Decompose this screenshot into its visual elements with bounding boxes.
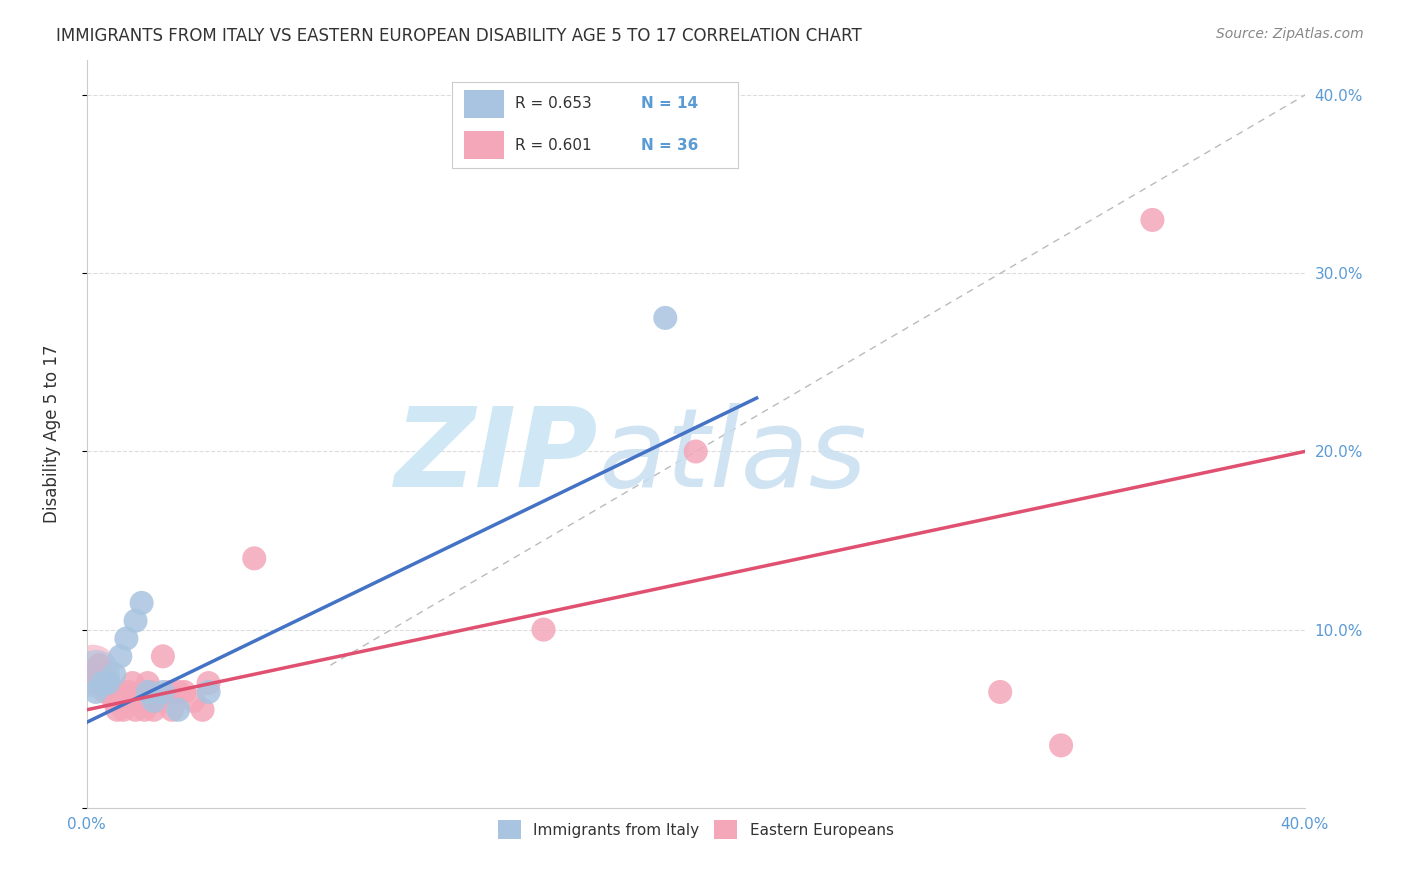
Point (146, 694, 169, 708)
Point (654, 310, 676, 325)
Point (84, 667, 107, 681)
Point (136, 685, 159, 699)
Point (105, 703, 128, 717)
Point (84, 667, 107, 681)
Point (243, 551, 266, 566)
Point (121, 676, 143, 690)
Point (136, 676, 159, 690)
Legend: Immigrants from Italy, Eastern Europeans: Immigrants from Italy, Eastern Europeans (492, 814, 900, 845)
Text: IMMIGRANTS FROM ITALY VS EASTERN EUROPEAN DISABILITY AGE 5 TO 17 CORRELATION CHA: IMMIGRANTS FROM ITALY VS EASTERN EUROPEA… (56, 27, 862, 45)
Point (160, 703, 183, 717)
Point (118, 685, 141, 699)
Point (134, 703, 156, 717)
Point (115, 632, 138, 646)
Point (128, 694, 150, 708)
Point (157, 685, 180, 699)
Point (1050, 739, 1073, 753)
Point (87, 658, 110, 673)
Point (197, 676, 219, 690)
Point (91, 676, 114, 690)
Point (84, 685, 107, 699)
Point (131, 685, 153, 699)
Point (131, 596, 153, 610)
Point (183, 694, 205, 708)
Text: atlas: atlas (599, 402, 868, 509)
Point (103, 667, 125, 681)
Point (124, 614, 146, 628)
Point (110, 685, 132, 699)
Point (197, 685, 219, 699)
Point (167, 685, 190, 699)
Point (685, 444, 707, 458)
Point (110, 649, 132, 664)
Point (97, 676, 120, 690)
Point (152, 649, 174, 664)
Point (124, 703, 146, 717)
Point (100, 685, 122, 699)
Text: ZIP: ZIP (395, 402, 599, 509)
Point (103, 694, 125, 708)
Point (94, 685, 117, 699)
Point (191, 703, 214, 717)
Point (142, 694, 165, 708)
Point (142, 703, 165, 717)
Text: Source: ZipAtlas.com: Source: ZipAtlas.com (1216, 27, 1364, 41)
Y-axis label: Disability Age 5 to 17: Disability Age 5 to 17 (44, 344, 60, 523)
Point (173, 685, 195, 699)
Point (167, 703, 190, 717)
Point (115, 694, 138, 708)
Point (112, 703, 135, 717)
Point (533, 623, 555, 637)
Point (91, 676, 114, 690)
Point (139, 685, 162, 699)
Point (82, 676, 104, 690)
Point (82, 662, 104, 676)
Point (1142, 213, 1164, 227)
Point (988, 685, 1011, 699)
Point (152, 685, 174, 699)
Point (97, 676, 120, 690)
